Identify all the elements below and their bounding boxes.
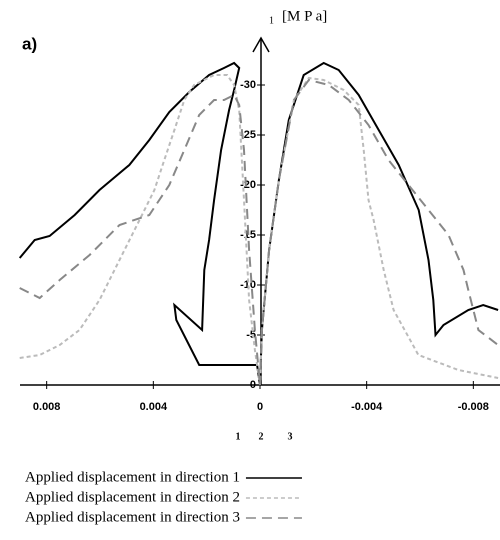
x-tick-label: 0.008	[33, 401, 61, 413]
y-tick-label: 0	[250, 379, 256, 391]
y-axis-subscript: 1	[269, 15, 274, 26]
y-axis-arrow	[252, 36, 270, 53]
y-axis-title: [M P a]	[282, 8, 327, 24]
axis-index-label: 1	[236, 431, 241, 442]
series-line	[19, 74, 499, 386]
legend-label: Applied displacement in direction 1	[25, 469, 240, 485]
x-tick-label: -0.004	[351, 401, 383, 413]
y-tick-label: -15	[240, 229, 256, 241]
axis-index-label: 2	[259, 431, 264, 442]
x-tick-label: -0.008	[458, 401, 489, 413]
axis-index-label: 3	[288, 431, 293, 442]
y-tick-label: -30	[240, 79, 256, 91]
x-tick-label: 0	[257, 401, 263, 413]
legend-label: Applied displacement in direction 2	[25, 489, 240, 505]
series-line	[19, 78, 499, 386]
y-tick-label: -5	[246, 329, 256, 341]
legend-label: Applied displacement in direction 3	[25, 509, 240, 525]
panel-label: a)	[22, 34, 37, 53]
x-tick-label: 0.004	[140, 401, 168, 413]
y-tick-label: -25	[240, 129, 256, 141]
series-line	[18, 61, 499, 386]
